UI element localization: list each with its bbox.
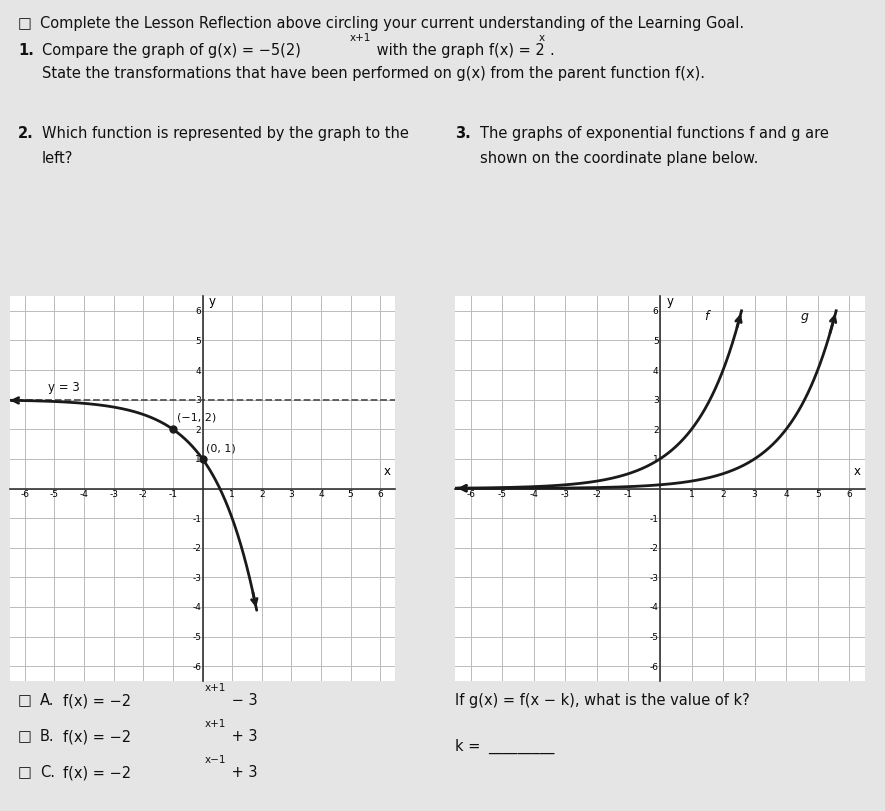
Text: A.: A. — [40, 693, 55, 708]
Text: f: f — [704, 310, 709, 323]
Text: k =: k = — [455, 739, 485, 754]
Text: + 3: + 3 — [227, 765, 258, 780]
Text: f(x) = −2: f(x) = −2 — [63, 693, 131, 708]
Text: 1.: 1. — [18, 43, 34, 58]
Text: left?: left? — [42, 151, 73, 166]
Text: Complete the Lesson Reflection above circling your current understanding of the : Complete the Lesson Reflection above cir… — [40, 16, 744, 31]
Text: x: x — [383, 466, 390, 478]
Text: □: □ — [18, 693, 32, 708]
Text: □: □ — [18, 729, 32, 744]
Text: x−1: x−1 — [205, 755, 227, 765]
Text: C.: C. — [40, 765, 55, 780]
Text: □: □ — [18, 765, 32, 780]
Text: The graphs of exponential functions f and g are: The graphs of exponential functions f an… — [480, 126, 829, 141]
Text: y: y — [209, 294, 215, 307]
Text: − 3: − 3 — [227, 693, 258, 708]
Text: Compare the graph of g(x) = −5(2): Compare the graph of g(x) = −5(2) — [42, 43, 301, 58]
Text: g: g — [800, 310, 808, 323]
Text: If g(x) = f(x − k), what is the value of k?: If g(x) = f(x − k), what is the value of… — [455, 693, 750, 708]
Text: y = 3: y = 3 — [49, 381, 81, 394]
Text: (0, 1): (0, 1) — [206, 444, 235, 453]
Text: State the transformations that have been performed on g(x) from the parent funct: State the transformations that have been… — [42, 66, 705, 81]
Text: f(x) = −2: f(x) = −2 — [63, 765, 131, 780]
Text: x: x — [539, 33, 545, 43]
Text: _________: _________ — [488, 739, 554, 754]
Text: 2.: 2. — [18, 126, 34, 141]
Text: .: . — [549, 43, 554, 58]
Text: (−1, 2): (−1, 2) — [177, 412, 217, 423]
Text: shown on the coordinate plane below.: shown on the coordinate plane below. — [480, 151, 758, 166]
Text: x+1: x+1 — [205, 683, 227, 693]
Text: with the graph f(x) = 2: with the graph f(x) = 2 — [372, 43, 545, 58]
Text: x+1: x+1 — [205, 719, 227, 729]
Text: x: x — [853, 466, 860, 478]
Text: □: □ — [18, 16, 32, 31]
Text: B.: B. — [40, 729, 55, 744]
Text: f(x) = −2: f(x) = −2 — [63, 729, 131, 744]
Text: y: y — [666, 294, 673, 307]
Text: Which function is represented by the graph to the: Which function is represented by the gra… — [42, 126, 409, 141]
Text: 3.: 3. — [455, 126, 471, 141]
Text: + 3: + 3 — [227, 729, 258, 744]
Text: x+1: x+1 — [350, 33, 372, 43]
